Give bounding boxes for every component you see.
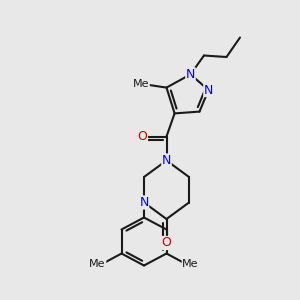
Text: N: N: [186, 68, 195, 81]
Text: N: N: [162, 154, 171, 167]
Text: Me: Me: [89, 259, 106, 269]
Text: N: N: [204, 83, 213, 97]
Text: O: O: [162, 236, 171, 250]
Text: Me: Me: [182, 259, 199, 269]
Text: O: O: [138, 130, 147, 143]
Text: N: N: [139, 196, 149, 209]
Text: Me: Me: [133, 79, 149, 89]
